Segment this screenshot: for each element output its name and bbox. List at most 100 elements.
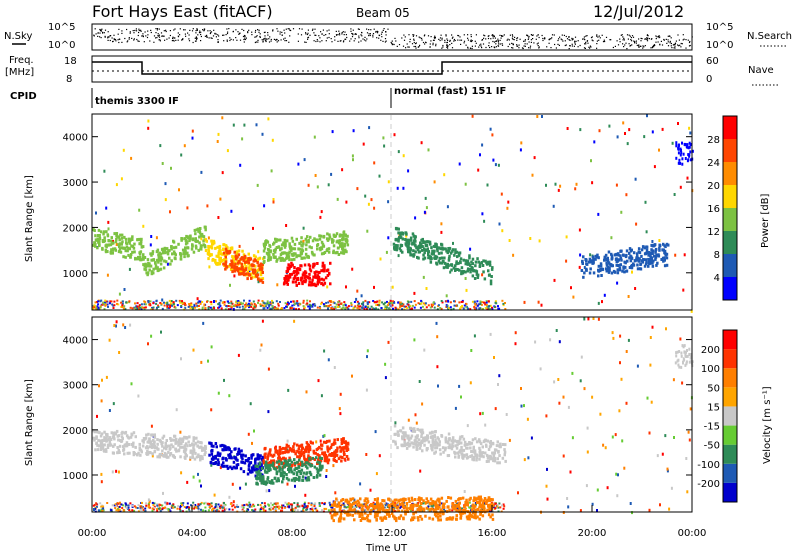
echo-cell [366,355,368,359]
echo-cell [144,507,147,510]
echo-cell [309,441,313,445]
echo-cell [273,502,276,505]
echo-cell [121,430,124,434]
nsky-point [339,40,341,42]
echo-cell [330,306,333,309]
echo-cell [206,502,209,505]
echo-cell [279,457,283,461]
echo-cell [315,440,318,444]
echo-cell [260,457,264,461]
echo-cell [347,506,350,508]
nsky-point [138,29,140,32]
echo-cell [173,246,176,250]
nsky-point [644,38,646,40]
nsky-point [285,40,288,42]
echo-cell [566,497,569,500]
nsky-point [439,39,441,42]
echo-cell [256,453,259,457]
nsky-point [434,35,436,37]
nsky-point [498,43,500,45]
echo-cell [582,255,585,259]
nsky-point [681,43,683,45]
nsky-point [527,38,529,40]
echo-cell [326,232,329,236]
echo-cell [293,266,296,269]
nsky-point [404,36,406,38]
echo-cell [221,456,225,460]
echo-cell [433,306,436,309]
echo-cell [346,448,350,452]
echo-cell [303,158,306,162]
echo-cell [165,507,168,510]
nsky-point [641,38,643,40]
echo-cell [267,367,270,371]
echo-cell [321,261,325,265]
echo-cell [251,441,253,445]
nsky-point [602,41,605,43]
echo-cell [235,257,238,261]
echo-cell [179,509,182,512]
echo-cell [187,254,190,258]
echo-cell [318,502,321,504]
echo-cell [223,508,226,511]
echo-cell [280,247,283,251]
echo-cell [479,303,482,306]
echo-cell [320,269,323,273]
echo-cell [604,446,607,450]
echo-cell [156,438,159,442]
nsky-point [266,38,268,40]
echo-cell [463,304,466,307]
nsky-point [427,35,430,37]
echo-cell [399,302,402,305]
echo-cell [95,435,98,439]
nsky-point [610,39,612,41]
echo-cell [304,476,307,480]
nsky-point [128,37,130,39]
echo-cell [281,509,284,512]
echo-cell [244,272,248,276]
echo-cell [138,255,142,259]
echo-cell [225,448,228,452]
echo-cell [109,300,112,303]
echo-cell [411,307,413,310]
echo-cell [691,149,694,153]
echo-cell [627,295,630,298]
nsky-point [210,32,212,34]
echo-cell [175,449,178,453]
echo-cell [686,145,689,149]
nsky-point [265,40,267,43]
echo-cell [207,236,210,240]
echo-cell [315,508,318,511]
echo-cell [97,303,100,306]
echo-cell [420,238,423,242]
echo-cell [460,266,464,270]
echo-cell [97,234,100,237]
echo-cell [395,510,398,513]
nsky-point [398,44,401,46]
nsky-point [481,39,484,41]
nsky-point [104,36,106,38]
echo-cell [234,303,237,306]
echo-cell [582,275,585,279]
echo-cell [688,126,691,130]
nsky-point [625,42,627,44]
echo-cell [181,445,184,449]
echo-cell [110,431,113,435]
nsky-point [117,39,119,41]
nsky-point [235,37,237,39]
nsky-point [564,44,566,47]
echo-cell [400,505,403,508]
nsky-point [94,28,96,30]
echo-cell [430,305,433,308]
echo-cell [218,247,221,250]
nsky-point [257,29,259,31]
echo-cell [148,445,152,449]
echo-cell [302,226,305,230]
echo-cell [314,238,318,242]
echo-cell [166,250,169,254]
nsky-point [368,35,370,37]
echo-cell [269,250,272,254]
nsky-point [643,46,645,48]
echo-cell [188,443,192,447]
nsky-point [632,36,635,38]
